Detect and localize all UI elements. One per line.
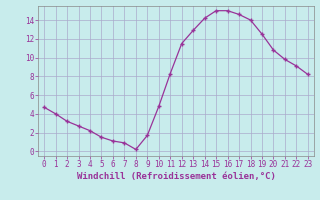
X-axis label: Windchill (Refroidissement éolien,°C): Windchill (Refroidissement éolien,°C) (76, 172, 276, 181)
